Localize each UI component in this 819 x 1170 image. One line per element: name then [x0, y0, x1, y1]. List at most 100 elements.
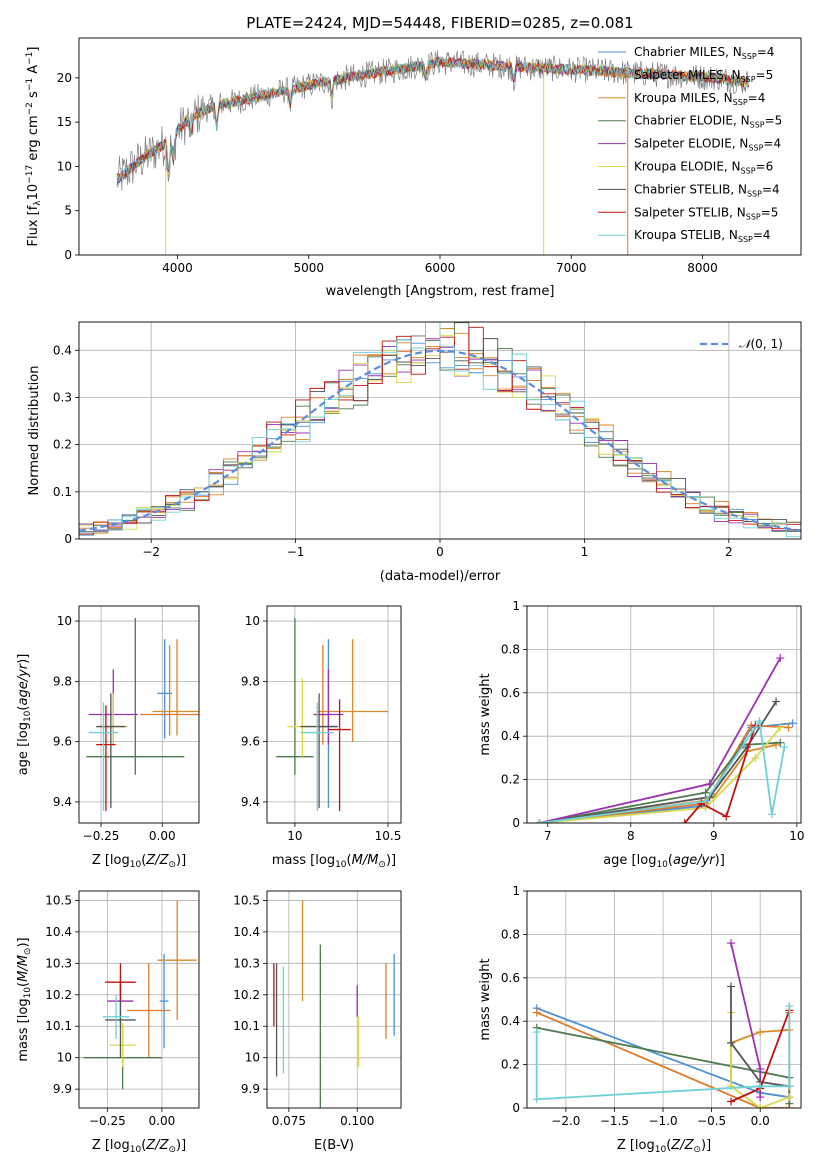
y-tick-label: 10.5 — [45, 893, 72, 907]
y-tick-label: 0 — [512, 816, 520, 830]
errorbar-point — [96, 693, 126, 808]
axes: 4000 5000 6000 7000 8000 0 5 10 15 20 — [57, 37, 802, 275]
legend-entry-text: Salpeter MILES, N — [634, 68, 741, 82]
legend-entry-sub: SSP — [741, 167, 756, 176]
axes-frame — [526, 605, 802, 824]
x-tick-label: 7000 — [556, 261, 587, 275]
y-tick-label: 9.9 — [241, 1082, 260, 1096]
x-axis-label: (data-model)/error — [380, 569, 501, 584]
y-tick-label: 0.2 — [501, 1058, 520, 1072]
x-tick-label: −1.5 — [600, 1114, 629, 1128]
legend-entry-suffix: =4 — [762, 182, 780, 196]
gridlines — [527, 605, 801, 824]
y-tick-label: 9.4 — [241, 795, 260, 809]
x-tick-label: 8 — [627, 829, 635, 843]
weight-series — [727, 939, 765, 1102]
axes: 7 8 9 10 0 0.2 0.4 0.6 0.8 1 — [501, 599, 805, 843]
y-tick-label: 10.1 — [233, 1019, 260, 1033]
legend-entry-text: Kroupa ELODIE, N — [634, 160, 741, 174]
x-tick-label: 2 — [725, 545, 733, 559]
label-part: ( — [668, 853, 673, 868]
plot-area — [116, 50, 749, 255]
errorbar-point — [86, 618, 185, 775]
x-tick-label: 1 — [581, 545, 589, 559]
label-part: age [log — [603, 853, 656, 868]
label-part: age/yr — [673, 853, 716, 868]
x-axis-label: Z [log10(Z/Z⊙)] — [92, 853, 186, 870]
y-tick-label: 1 — [512, 884, 520, 898]
residuals-histogram-panel: −2 −1 0 1 2 0 0.1 0.2 0.3 0.4 𝒩(0, 1) (data-model)/… — [27, 321, 802, 584]
label-part: Z [log — [92, 853, 130, 868]
label-part: Z/Z — [670, 1138, 694, 1153]
label-part: ( — [16, 982, 31, 987]
plot-area — [532, 939, 794, 1108]
errorbar-point — [276, 618, 314, 775]
y-tick-label: 0 — [512, 1101, 520, 1115]
axes: −2.0 −1.5 −1.0 −0.5 0.0 0 0.2 0.4 0.6 0.8 1 — [501, 884, 802, 1128]
errorbar-point — [287, 678, 318, 757]
label-part: age/yr — [16, 662, 31, 705]
y-axis-label: age [log10(age/yr)] — [16, 654, 33, 776]
x-tick-label: 8000 — [687, 261, 718, 275]
y-tick-label: 0.4 — [501, 1014, 520, 1028]
legend-entry-suffix: =5 — [756, 68, 774, 82]
legend-entry: Salpeter ELODIE, NSSP=4 — [634, 137, 781, 153]
legend-entry-suffix: =4 — [763, 137, 781, 151]
x-tick-label: 6000 — [425, 261, 456, 275]
axes-frame — [526, 890, 802, 1109]
x-tick-label: 10 — [287, 829, 302, 843]
legend-entry-text: Kroupa MILES, N — [634, 91, 733, 105]
errorbar-point — [103, 994, 130, 1039]
plot-area — [535, 654, 797, 823]
errorbar-point — [328, 699, 351, 811]
label-part: ⊙ — [23, 948, 33, 956]
label-part: mass [log — [272, 853, 335, 868]
axes: 10 10.5 9.4 9.6 9.8 10 — [241, 605, 402, 843]
x-axis-label: mass [log10(M/M⊙)] — [272, 853, 396, 870]
plot-area — [83, 900, 197, 1090]
y-tick-label: 10 — [245, 1051, 260, 1065]
y-tick-label: 10.3 — [233, 956, 260, 970]
y-tick-label: 10.4 — [233, 925, 260, 939]
legend-entry-text: Chabrier ELODIE, N — [634, 114, 750, 128]
label-part: Z [log — [617, 1138, 655, 1153]
x-tick-label: −0.25 — [89, 1114, 126, 1128]
weight-line — [730, 986, 790, 1088]
label-part: )] — [16, 937, 31, 947]
label-part: ( — [141, 1138, 146, 1153]
legend-entry-sub: SSP — [738, 235, 753, 244]
y-tick-label: 0.2 — [501, 773, 520, 787]
axes: −0.25 0.00 9.9 10 10.1 10.2 10.3 10.4 10.5 — [45, 890, 200, 1128]
y-tick-label: 0.6 — [501, 971, 520, 985]
x-tick-label: 7 — [544, 829, 552, 843]
label-part: )] — [176, 1138, 186, 1153]
legend-entry-sub: SSP — [750, 121, 765, 130]
figure-title: PLATE=2424, MJD=54448, FIBERID=0285, z=0… — [246, 14, 633, 32]
legend-entry-suffix: =4 — [753, 228, 771, 242]
x-axis-label: Z [log10(Z/Z⊙)] — [92, 1138, 186, 1155]
y-tick-label: 20 — [57, 71, 72, 85]
label-part: 10 — [655, 1145, 667, 1155]
legend-entry-sub: SSP — [741, 75, 756, 84]
weight-series — [535, 697, 781, 823]
label-part: s — [26, 91, 41, 102]
legend-entry-sub: SSP — [733, 98, 748, 107]
weight-series — [535, 717, 789, 823]
axes-frame — [78, 890, 200, 1109]
label-part: ⊙ — [378, 860, 386, 870]
legend-entry-text: Salpeter STELIB, N — [634, 205, 746, 219]
label-part: 10 — [26, 184, 41, 201]
errorbar-point — [300, 693, 338, 808]
x-axis-label: age [log10(age/yr)] — [603, 853, 725, 870]
errorbar-point — [152, 639, 199, 736]
label-part: Flux [f — [26, 205, 41, 246]
y-tick-label: 10.5 — [233, 893, 260, 907]
y-tick-label: 9.6 — [241, 735, 260, 749]
x-tick-label: 5000 — [293, 261, 324, 275]
plot-area — [273, 900, 395, 1108]
legend-entry: Chabrier MILES, NSSP=4 — [634, 45, 774, 61]
y-tick-label: 10.2 — [45, 988, 72, 1002]
y-tick-label: 0.6 — [501, 686, 520, 700]
